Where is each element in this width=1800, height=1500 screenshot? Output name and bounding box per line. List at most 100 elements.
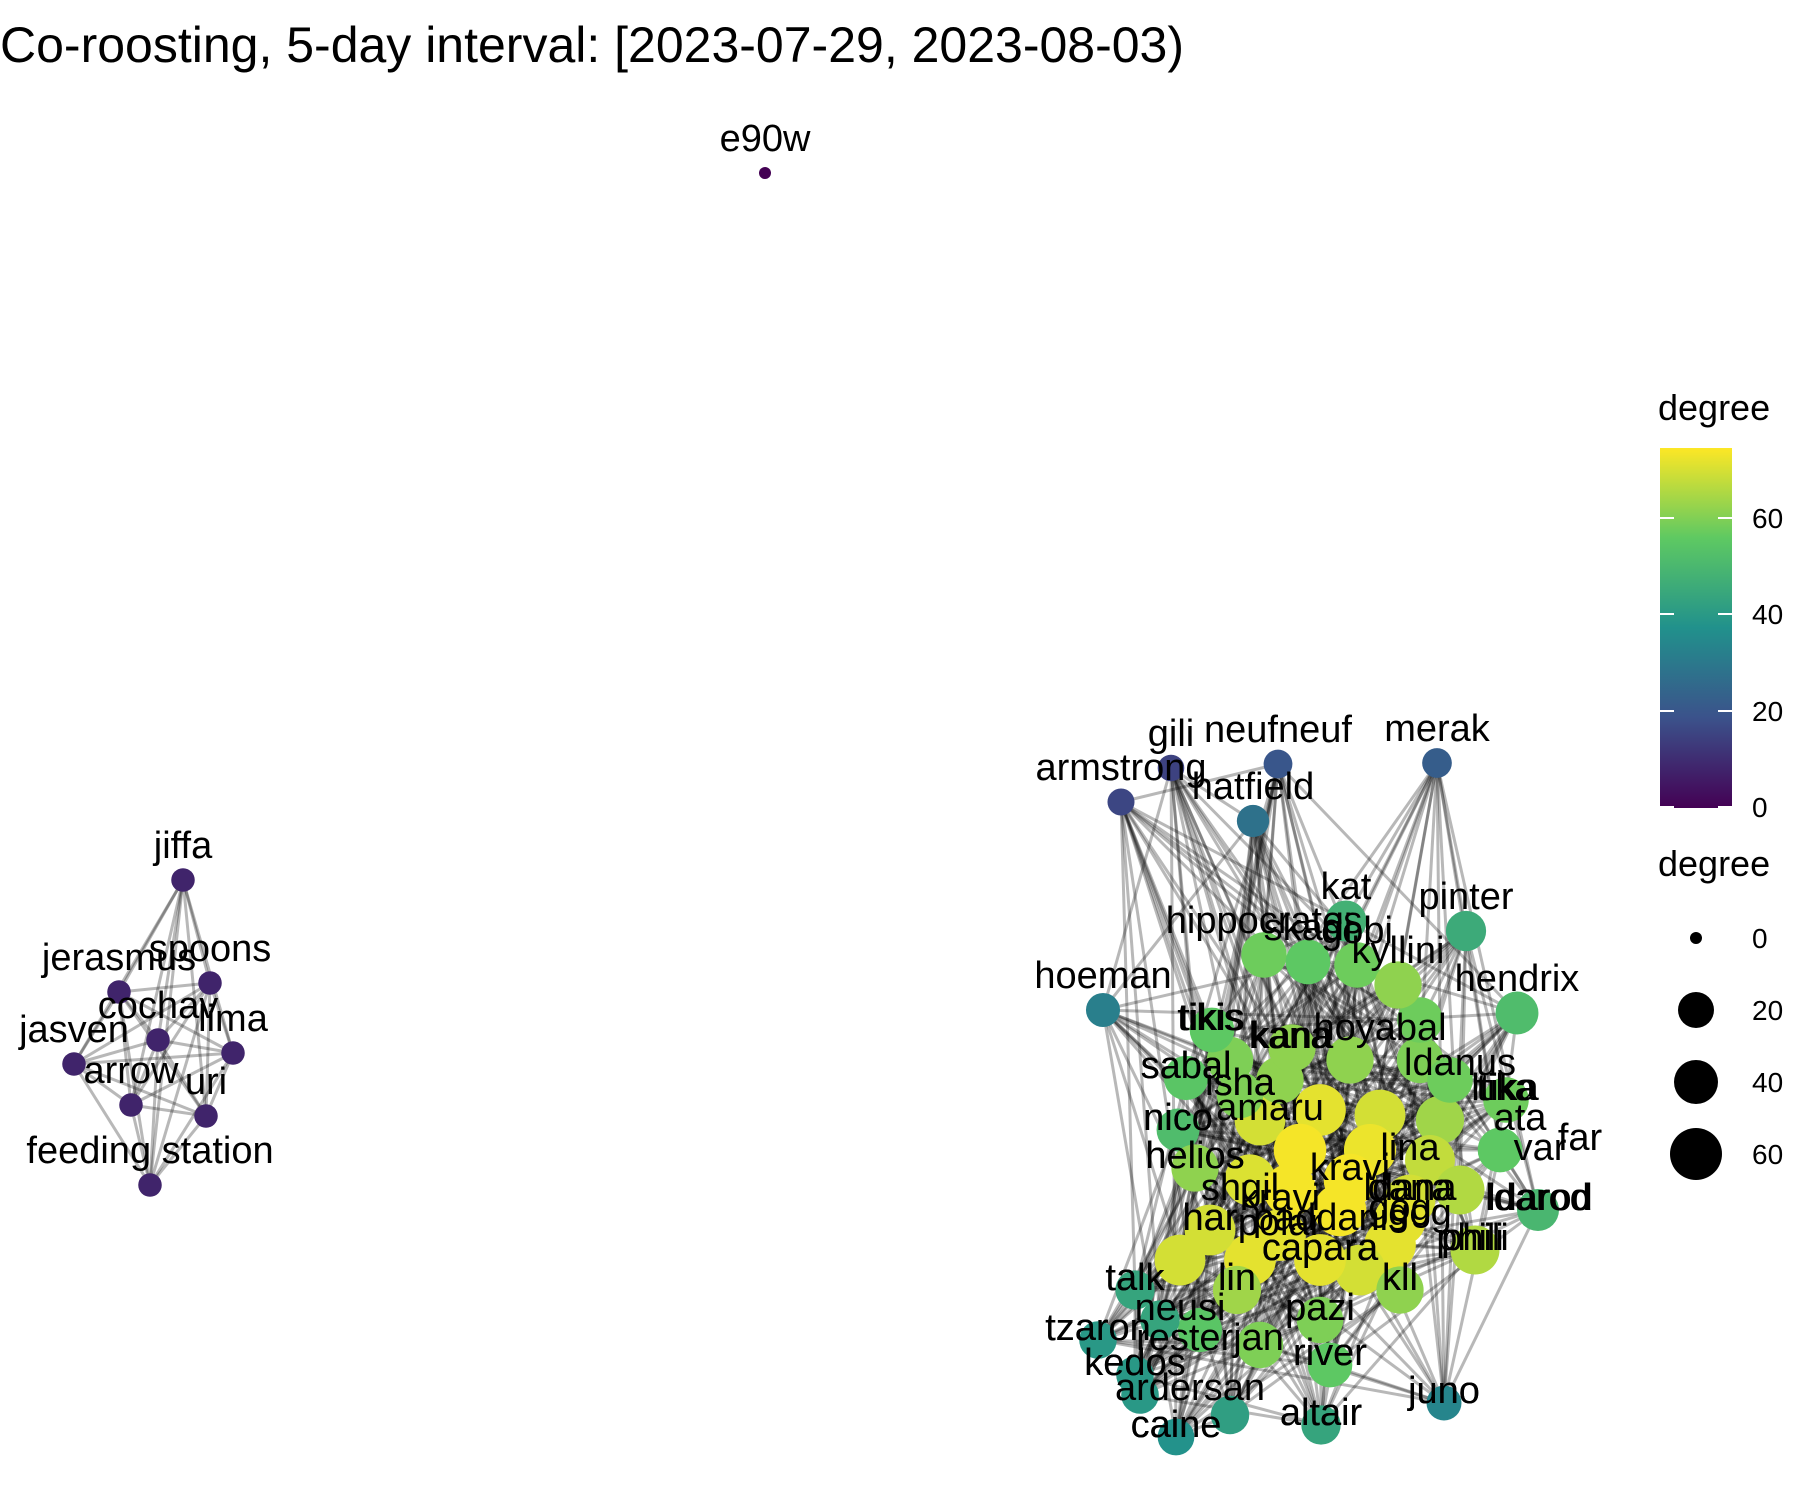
dense-label: caine: [1131, 1404, 1222, 1446]
dense-label: ldana: [1364, 1167, 1458, 1209]
edge: [1464, 930, 1540, 1211]
dense-label: ldanus: [1404, 1042, 1516, 1084]
color-legend: degree 60 40 20 0: [1658, 387, 1783, 823]
edge: [1435, 762, 1468, 932]
node-altair: [1301, 1405, 1341, 1445]
edge: [1096, 1129, 1180, 1341]
node-gobi: [1334, 942, 1380, 988]
node-tikis: [1189, 1007, 1235, 1053]
edge: [1170, 766, 1254, 823]
edge: [1306, 961, 1352, 1181]
dense-label: gog: [1388, 1192, 1451, 1234]
node-label-jiffa: jiffa: [153, 825, 213, 867]
node-hoeman: [1085, 992, 1121, 1028]
dense-label: tzaron: [1045, 1307, 1151, 1349]
edge: [1101, 1008, 1362, 1272]
node-polar: [1254, 1209, 1306, 1261]
node-label-armstrong: armstrong: [1035, 747, 1206, 789]
dense-label: lin: [1218, 1257, 1256, 1299]
node-kyllini: [1374, 961, 1422, 1009]
node-label-gobi: gobi: [1321, 910, 1393, 952]
node: [1435, 1165, 1485, 1215]
size-tick-60: 60: [1752, 1139, 1783, 1170]
edge: [117, 991, 152, 1186]
node-label-hendrix: hendrix: [1455, 958, 1580, 1000]
label-layer: e90wjiffajerasmusspoonscochavlimajasvena…: [18, 118, 1602, 1446]
color-tick-20: 20: [1752, 696, 1783, 727]
node-label-arrow: arrow: [83, 1050, 179, 1092]
color-legend-bar: [1660, 448, 1732, 808]
node-hippocrates: [1241, 932, 1287, 978]
node: [1294, 1084, 1346, 1136]
dense-label: lina: [1380, 1127, 1440, 1169]
node-isha: [1216, 1071, 1264, 1119]
color-tick-0: 0: [1752, 792, 1768, 823]
dense-label: phili: [1436, 1217, 1504, 1259]
dense-label: amaru: [1216, 1087, 1324, 1129]
edge: [156, 1039, 208, 1117]
node-feeding-station: [138, 1173, 162, 1197]
node-phili: [1450, 1225, 1500, 1275]
edge: [208, 982, 235, 1054]
edge: [1199, 1248, 1476, 1332]
node: [1263, 1163, 1317, 1217]
node-helios: [1171, 1144, 1219, 1192]
node: [1326, 1036, 1374, 1084]
node-label-jasven: jasven: [18, 1009, 129, 1051]
color-tick-60: 60: [1752, 503, 1783, 534]
dense-label: tikis: [1177, 997, 1242, 1039]
edge: [1442, 1149, 1502, 1404]
edge: [1184, 1077, 1282, 1236]
node-hendrix: [1495, 991, 1539, 1035]
node-label-tzaron: tzaron: [1045, 1307, 1151, 1349]
edge: [73, 1051, 234, 1066]
size-key-40: [1674, 1060, 1718, 1104]
dense-label: river: [1293, 1332, 1367, 1374]
node-river: [1307, 1342, 1353, 1388]
edge: [148, 1052, 235, 1186]
dense-label: var: [1514, 1127, 1567, 1169]
edge: [1102, 1008, 1421, 1022]
node-neufneuf: [1263, 749, 1293, 779]
color-legend-tickmarks: [1660, 517, 1732, 808]
edge: [156, 879, 185, 1041]
edge: [1276, 763, 1342, 1211]
edge: [73, 1038, 159, 1066]
edge: [1120, 800, 1358, 967]
edge: [1251, 820, 1310, 963]
dense-label: nico: [1143, 1097, 1213, 1139]
node-nico: [1156, 1108, 1200, 1152]
edge: [1319, 1098, 1507, 1112]
node-label-gili: gili: [1148, 713, 1194, 755]
edge: [1101, 1009, 1212, 1231]
node-label-neufneuf: neufneuf: [1204, 709, 1352, 751]
size-tick-40: 40: [1752, 1067, 1783, 1098]
edge: [1435, 762, 1540, 1211]
edge: [1442, 1209, 1540, 1404]
edge: [1097, 1338, 1261, 1347]
size-tick-0: 0: [1752, 923, 1768, 954]
edge: [1119, 801, 1214, 1031]
node-label-isha: isha: [1205, 1062, 1276, 1104]
edge: [181, 879, 212, 984]
node: [1334, 1244, 1386, 1296]
edge: [1329, 1208, 1539, 1367]
node-cochav: [146, 1028, 170, 1052]
dense-label: shgil: [1201, 1167, 1279, 1209]
node: [1273, 1123, 1327, 1177]
dense-label: isha: [1205, 1062, 1276, 1104]
edge: [1138, 763, 1280, 1396]
edge: [1102, 1008, 1241, 1097]
edge: [148, 982, 212, 1186]
edge: [118, 981, 211, 994]
edge: [1229, 963, 1358, 1062]
edge: [1345, 919, 1518, 1015]
edge: [1169, 767, 1282, 1081]
edge: [1198, 954, 1266, 1331]
node-label-dana: dana: [1368, 1167, 1453, 1209]
size-key-0: [1690, 932, 1702, 944]
node-label-merak: merak: [1384, 708, 1491, 750]
edge: [1228, 920, 1348, 1061]
node-armstrong: [1107, 788, 1135, 816]
